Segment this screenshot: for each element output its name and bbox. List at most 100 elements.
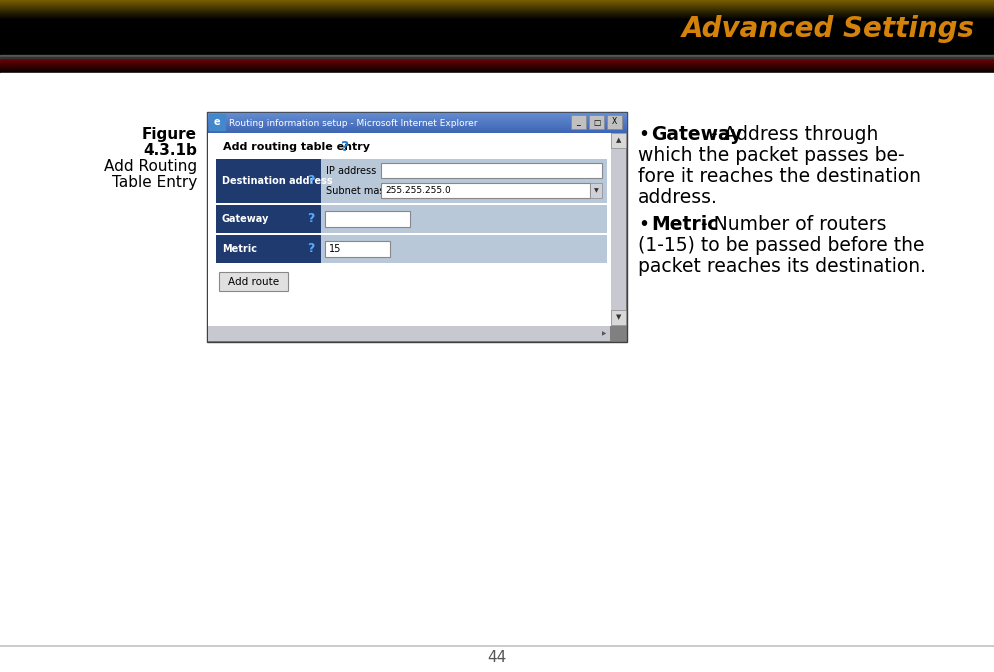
Bar [381, 163, 602, 178]
Bar [208, 118, 626, 119]
Bar [0, 21, 994, 22]
Bar [325, 211, 410, 227]
Text: ?: ? [307, 212, 314, 226]
Bar [589, 115, 604, 129]
Text: □: □ [592, 118, 600, 126]
Bar [611, 310, 626, 325]
Bar [0, 14, 994, 15]
Bar [0, 44, 994, 46]
Bar [607, 115, 622, 129]
Bar [0, 55, 994, 56]
Bar [0, 31, 994, 32]
Text: Destination address: Destination address [222, 176, 333, 186]
Bar [0, 41, 994, 42]
Bar [0, 40, 994, 41]
Text: Subnet mask: Subnet mask [326, 186, 390, 196]
Bar [0, 36, 994, 38]
Bar [0, 19, 994, 20]
FancyBboxPatch shape [220, 273, 288, 292]
Bar [0, 67, 994, 68]
Bar [0, 24, 994, 26]
Bar [0, 42, 994, 43]
Bar [0, 65, 994, 66]
Bar [0, 7, 994, 8]
Bar [0, 57, 994, 58]
Bar [0, 33, 994, 34]
Bar [0, 22, 994, 24]
Bar [209, 114, 225, 130]
Bar [0, 72, 994, 73]
Bar [0, 48, 994, 49]
Text: Figure: Figure [142, 127, 197, 142]
Text: 44: 44 [487, 650, 507, 665]
Text: ▶: ▶ [602, 331, 606, 336]
Text: Advanced Settings: Advanced Settings [682, 15, 975, 42]
Text: IP address: IP address [326, 166, 377, 176]
Text: ?: ? [307, 175, 314, 187]
Bar [0, 11, 994, 13]
Bar [0, 70, 994, 71]
Bar [0, 66, 994, 67]
Bar [208, 116, 626, 117]
Bar [381, 183, 590, 198]
Bar [0, 62, 994, 63]
Bar [0, 12, 994, 13]
Text: Table Entry: Table Entry [111, 175, 197, 190]
Text: Gateway: Gateway [222, 214, 269, 224]
Bar [0, 60, 994, 61]
Bar [208, 113, 626, 114]
Bar [0, 20, 994, 21]
Bar [0, 645, 994, 646]
Bar [0, 4, 994, 5]
Bar [0, 42, 994, 44]
Bar [0, 16, 994, 17]
Text: 255.255.255.0: 255.255.255.0 [385, 186, 450, 195]
Bar [208, 120, 626, 121]
Bar [208, 122, 626, 123]
Text: •: • [638, 125, 649, 144]
Text: fore it reaches the destination: fore it reaches the destination [638, 167, 921, 186]
Bar [571, 115, 586, 129]
Bar [216, 159, 321, 203]
Bar [611, 133, 626, 326]
Text: Add Routing: Add Routing [104, 159, 197, 174]
Bar [0, 35, 994, 36]
Text: - Address through: - Address through [705, 125, 879, 144]
Text: 4.3.1b: 4.3.1b [143, 143, 197, 158]
Bar [0, 11, 994, 12]
Bar [0, 29, 994, 30]
Bar [208, 127, 626, 128]
Bar [321, 205, 607, 233]
Bar [0, 44, 994, 45]
Bar [208, 125, 626, 126]
Bar [0, 17, 994, 18]
Text: packet reaches its destination.: packet reaches its destination. [638, 257, 926, 276]
Text: Metric: Metric [222, 244, 257, 254]
Bar [0, 32, 994, 34]
Text: - Number of routers: - Number of routers [695, 215, 887, 234]
Text: ▲: ▲ [616, 138, 621, 144]
Text: 15: 15 [329, 244, 341, 254]
Text: _: _ [577, 118, 580, 126]
Text: which the packet passes be-: which the packet passes be- [638, 146, 905, 165]
Text: Gateway: Gateway [651, 125, 743, 144]
Bar [0, 9, 994, 11]
Bar [0, 5, 994, 6]
Bar [0, 10, 994, 11]
Bar [0, 27, 994, 28]
Bar [208, 126, 626, 127]
Bar [208, 129, 626, 130]
Bar [0, 5, 994, 7]
Bar [0, 30, 994, 31]
Bar [208, 326, 610, 341]
Text: Add route: Add route [229, 277, 279, 287]
Bar [216, 233, 607, 235]
Bar [0, 37, 994, 38]
Bar [0, 51, 994, 52]
Bar [0, 15, 994, 16]
Bar [0, 7, 994, 9]
Bar [0, 13, 994, 14]
Bar [216, 203, 607, 205]
Bar [0, 50, 994, 51]
Bar [0, 26, 994, 27]
